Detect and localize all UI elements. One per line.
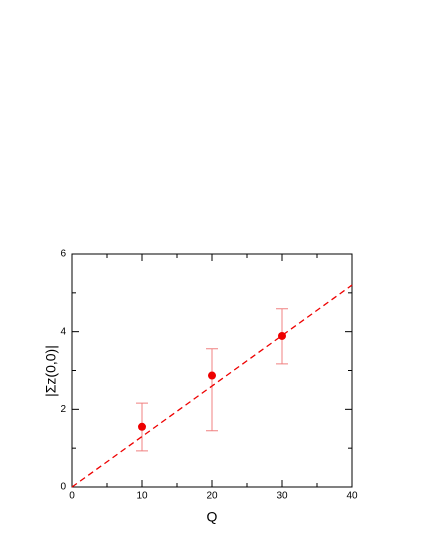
x-tick-label: 30	[276, 491, 288, 502]
x-tick-label: 20	[206, 491, 218, 502]
x-tick-label: 40	[346, 491, 358, 502]
fit-line	[71, 284, 353, 488]
x-axis-title: Q	[207, 509, 218, 525]
y-tick-label: 4	[60, 326, 66, 337]
data-point	[138, 422, 146, 431]
x-tick-label: 0	[69, 491, 75, 502]
data-point	[208, 371, 216, 380]
y-tick-label: 2	[60, 404, 66, 415]
x-tick-label: 10	[136, 491, 148, 502]
y-tick-label: 6	[60, 249, 66, 260]
y-tick-label: 0	[60, 482, 66, 493]
error-bar	[206, 348, 218, 432]
y-axis-title: |Σz(0,0)|	[43, 345, 59, 397]
